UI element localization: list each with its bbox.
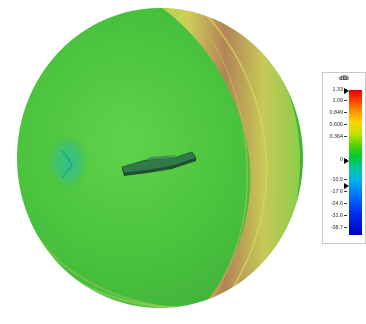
pattern-null-cavity <box>46 132 90 192</box>
colorbar-tick: 1.09 <box>333 98 348 104</box>
high-gain-band <box>150 8 300 308</box>
colorbar-tick: -31.6 <box>331 213 347 219</box>
colorbar-tick: -17.6 <box>331 189 347 195</box>
min-level-marker[interactable] <box>344 183 349 189</box>
colorbar-tick: -24.6 <box>331 201 347 207</box>
colorbar-tick: 1.33 <box>333 87 348 93</box>
color-scale-legend: dBi 1.33 1.09 0.849 0.606 0.364 0 -10.5 … <box>322 72 366 244</box>
colorbar-tick: 0.364 <box>330 134 348 140</box>
colorbar-tick: -10.5 <box>331 177 347 183</box>
max-level-marker[interactable] <box>344 88 349 94</box>
colorbar-tick: 0.849 <box>330 110 348 116</box>
colorbar-unit-label: dBi <box>339 76 349 82</box>
colorbar-gradient <box>349 90 362 235</box>
colorbar-tick: 0.606 <box>330 122 348 128</box>
zero-level-marker[interactable] <box>344 158 349 164</box>
colorbar-tick: -38.7 <box>331 225 347 231</box>
colorbar-tick: 0 <box>340 157 347 163</box>
antenna-model[interactable] <box>121 151 197 176</box>
